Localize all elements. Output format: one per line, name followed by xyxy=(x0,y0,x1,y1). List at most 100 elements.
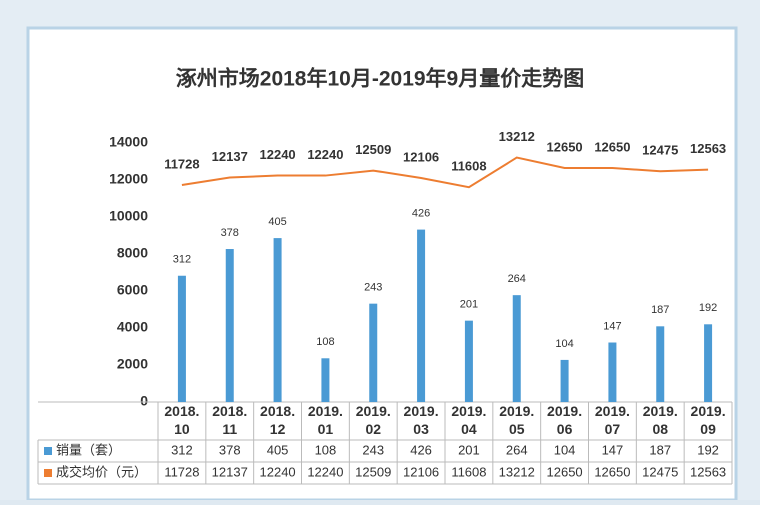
table-cell: 12240 xyxy=(260,464,296,479)
x-tick-label: 2019. 06 xyxy=(547,403,582,437)
y-tick-label: 6000 xyxy=(117,282,148,298)
x-tick-line: 2019. xyxy=(547,403,582,419)
line xyxy=(181,156,709,189)
x-tick-line: 07 xyxy=(605,421,621,437)
line-label: 11608 xyxy=(451,159,486,174)
table-cell: 12509 xyxy=(355,464,391,479)
bar xyxy=(321,358,330,402)
table-cell: 12563 xyxy=(690,464,726,479)
x-tick-label: 2019. 01 xyxy=(308,403,343,437)
table-cell: 12650 xyxy=(547,464,583,479)
table-cell: 13212 xyxy=(499,464,535,479)
line-label: 12106 xyxy=(403,149,439,164)
line-label: 12650 xyxy=(547,139,583,154)
bar-label: 108 xyxy=(316,336,334,348)
table-cell: 12475 xyxy=(642,464,678,479)
y-tick-label: 0 xyxy=(140,393,148,409)
bar-label: 104 xyxy=(555,338,573,350)
x-tick-label: 2019. 04 xyxy=(451,403,486,437)
table-cell: 12240 xyxy=(307,464,343,479)
table-cell: 426 xyxy=(410,442,432,457)
x-tick-label: 2019. 03 xyxy=(404,403,439,437)
table-cell: 201 xyxy=(458,442,480,457)
table-cell: 12650 xyxy=(594,464,630,479)
x-tick-label: 2019. 02 xyxy=(356,403,391,437)
table-cell: 243 xyxy=(362,442,384,457)
x-tick-line: 10 xyxy=(174,421,190,437)
x-tick-line: 02 xyxy=(365,421,381,437)
x-tick-line: 2019. xyxy=(499,403,534,419)
x-tick-line: 2019. xyxy=(451,403,486,419)
card xyxy=(26,26,738,502)
table-cell: 187 xyxy=(649,442,671,457)
bar-label: 243 xyxy=(364,282,382,294)
x-tick-label: 2018. 10 xyxy=(164,403,199,437)
bar-label: 147 xyxy=(603,320,621,332)
bar xyxy=(704,324,713,402)
table-cell: 11608 xyxy=(451,464,486,479)
table-cell: 312 xyxy=(171,442,193,457)
x-tick-line: 03 xyxy=(413,421,429,437)
bar-label: 192 xyxy=(699,302,717,314)
x-tick-label: 2019. 05 xyxy=(499,403,534,437)
y-tick-label: 10000 xyxy=(109,208,148,224)
bar-label: 378 xyxy=(221,227,239,239)
line-label: 12240 xyxy=(260,147,296,162)
table-cell: 405 xyxy=(267,442,289,457)
table-cell: 11728 xyxy=(164,464,199,479)
x-tick-line: 2019. xyxy=(691,403,726,419)
bar xyxy=(464,320,473,402)
x-tick-label: 2018. 12 xyxy=(260,403,295,437)
line-label: 12475 xyxy=(642,143,678,158)
table-cell: 12137 xyxy=(212,464,248,479)
x-tick-line: 12 xyxy=(270,421,286,437)
table-cell: 264 xyxy=(506,442,528,457)
bar xyxy=(512,295,521,402)
bar xyxy=(369,303,378,402)
x-tick-line: 06 xyxy=(557,421,573,437)
table-cell: 378 xyxy=(219,442,241,457)
bar xyxy=(417,229,426,402)
line-label: 12650 xyxy=(594,139,630,154)
x-tick-line: 2019. xyxy=(595,403,630,419)
x-tick-line: 01 xyxy=(318,421,334,437)
line-label: 11728 xyxy=(164,156,199,171)
bar xyxy=(560,359,569,402)
line-label: 12563 xyxy=(690,141,726,156)
chart-title: 涿州市场2018年10月-2019年9月量价走势图 xyxy=(176,67,584,91)
x-tick-line: 08 xyxy=(652,421,668,437)
x-tick-line: 2019. xyxy=(308,403,343,419)
bar xyxy=(225,249,234,402)
line-label: 12137 xyxy=(212,149,248,164)
table-cell: 12106 xyxy=(403,464,439,479)
y-tick-label: 2000 xyxy=(117,356,148,372)
x-tick-line: 04 xyxy=(461,421,477,437)
bar xyxy=(656,326,665,402)
bar xyxy=(273,238,282,402)
y-tick-label: 4000 xyxy=(117,319,148,335)
y-tick-label: 12000 xyxy=(109,171,148,187)
bar-label: 264 xyxy=(508,273,526,285)
x-tick-line: 2018. xyxy=(164,403,199,419)
legend-label: 销量（套） xyxy=(56,442,121,457)
y-tick-label: 14000 xyxy=(109,134,148,150)
line-label: 12240 xyxy=(307,147,343,162)
x-tick-label: 2019. 07 xyxy=(595,403,630,437)
x-tick-line: 2018. xyxy=(260,403,295,419)
x-tick-line: 09 xyxy=(700,421,716,437)
table-cell: 108 xyxy=(315,442,337,457)
bar-label: 405 xyxy=(268,216,286,228)
table-cell: 147 xyxy=(602,442,624,457)
line-label: 12509 xyxy=(355,142,391,157)
y-tick-label: 8000 xyxy=(117,245,148,261)
legend-label: 成交均价（元） xyxy=(56,464,147,479)
x-tick-line: 2019. xyxy=(643,403,678,419)
x-tick-line: 2018. xyxy=(212,403,247,419)
x-tick-line: 2019. xyxy=(404,403,439,419)
x-tick-line: 11 xyxy=(222,421,237,437)
table-cell: 104 xyxy=(554,442,576,457)
x-tick-line: 05 xyxy=(509,421,525,437)
line-label: 13212 xyxy=(499,129,535,144)
